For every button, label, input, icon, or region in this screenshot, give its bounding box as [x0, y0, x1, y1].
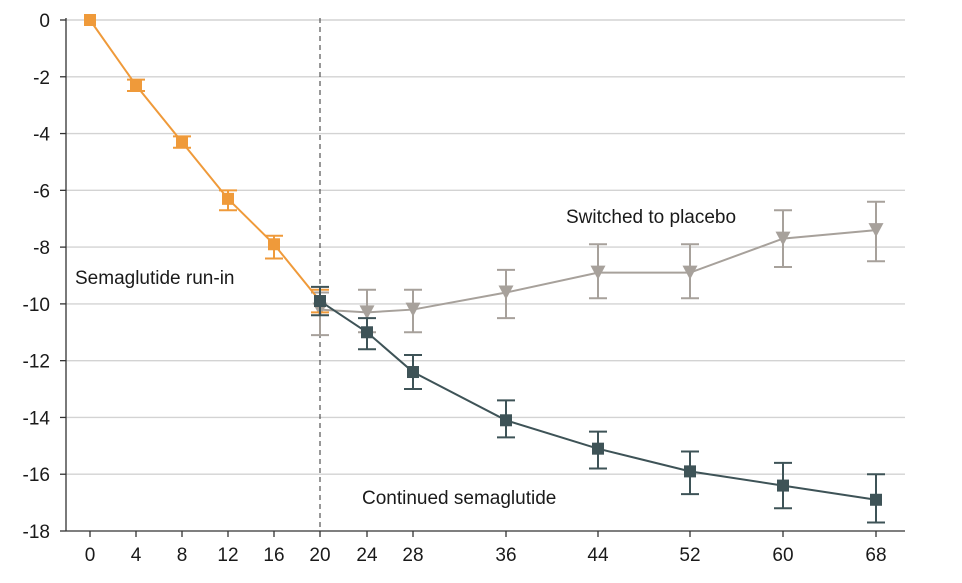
marker-1-5: [684, 465, 696, 478]
marker-1-3: [500, 414, 512, 427]
x-tick-label-6: 24: [356, 545, 378, 566]
marker-1-1: [361, 326, 373, 339]
marker-1-6: [777, 479, 789, 492]
series-1: [311, 285, 885, 524]
y-tick-label-1: -2: [33, 68, 50, 89]
marker-1-7: [870, 493, 882, 506]
series-line-1: [319, 300, 877, 501]
x-tick-label-7: 28: [402, 545, 423, 566]
marker-1-4: [592, 442, 604, 455]
marker-0-2: [176, 136, 188, 149]
x-tick-label-8: 36: [495, 545, 516, 566]
series-line-0: [89, 19, 321, 302]
marker-2-2: [405, 302, 421, 317]
marker-2-5: [682, 265, 698, 280]
marker-2-3: [498, 285, 514, 300]
y-tick-label-3: -6: [33, 181, 50, 202]
series-0: [84, 14, 329, 314]
series-line-2: [319, 229, 877, 314]
y-tick-label-6: -12: [23, 352, 50, 373]
x-tick-label-3: 12: [217, 545, 238, 566]
x-tick-label-4: 16: [263, 545, 284, 566]
series-layer: [84, 14, 885, 524]
y-tick-label-4: -8: [33, 238, 50, 259]
x-tick-label-0: 0: [85, 545, 96, 566]
x-tick-label-2: 8: [177, 545, 188, 566]
x-tick-label-10: 52: [679, 545, 700, 566]
gridlines: [66, 19, 905, 475]
marker-0-0: [84, 14, 96, 26]
marker-0-1: [130, 79, 142, 92]
marker-2-6: [775, 231, 791, 246]
axes: 0 -2 -4 -6 -8 -10 -12 -14 -16 -18 0 4 8 12 16 20 24 28 36 4…: [23, 11, 905, 566]
x-tick-label-9: 44: [587, 545, 609, 566]
marker-2-4: [590, 265, 606, 280]
marker-2-7: [868, 223, 884, 238]
y-tick-label-0: 0: [39, 11, 50, 32]
y-tick-label-7: -14: [23, 408, 51, 429]
y-tick-label-2: -4: [33, 125, 50, 146]
marker-0-3: [222, 192, 234, 205]
y-tick-label-9: -18: [23, 522, 50, 543]
marker-1-2: [407, 366, 419, 379]
annotation-placebo: Switched to placebo: [566, 207, 736, 228]
annotation-run-in: Semaglutide run-in: [75, 268, 234, 289]
annotation-continued: Continued semaglutide: [362, 488, 556, 509]
marker-1-0: [314, 295, 326, 308]
x-tick-label-5: 20: [309, 545, 330, 566]
y-tick-label-5: -10: [23, 295, 50, 316]
x-tick-label-1: 4: [131, 545, 142, 566]
x-tick-label-11: 60: [772, 545, 793, 566]
marker-2-1: [359, 305, 375, 320]
y-tick-label-8: -16: [23, 465, 50, 486]
marker-0-4: [268, 238, 280, 251]
x-tick-label-12: 68: [865, 545, 886, 566]
